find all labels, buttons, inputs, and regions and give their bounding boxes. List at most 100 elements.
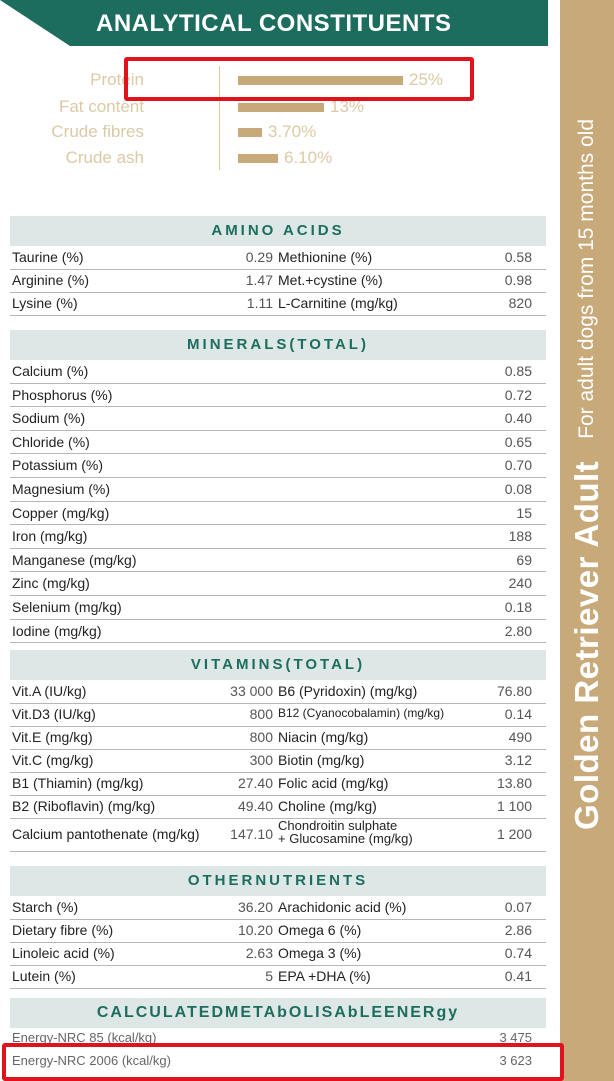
analytical-label: Crude ash <box>65 148 144 167</box>
table-row: Calcium (%) 0.85 <box>10 360 546 384</box>
row-label-right: B12 (Cyanocobalamin) (mg/kg) <box>278 706 445 720</box>
row-value-left: 147.10 <box>230 826 273 842</box>
table-row: Starch (%) 36.20 Arachidonic acid (%) 0.07 <box>10 896 546 920</box>
row-label-right: Arachidonic acid (%) <box>278 899 407 915</box>
energy-value: 3 475 <box>499 1030 532 1045</box>
row-value: 240 <box>508 575 532 592</box>
row-value-right: 0.98 <box>504 272 532 288</box>
row-label-right: EPA +DHA (%) <box>278 968 371 984</box>
other-nutrients-header: OTHERNUTRIENTS <box>10 866 546 896</box>
table-row: Arginine (%) 1.47 Met.+cystine (%) 0.98 <box>10 269 546 293</box>
table-row: Copper (mg/kg) 15 <box>10 502 546 526</box>
side-banner-text: Golden Retriever Adult For adult dogs fr… <box>560 0 614 830</box>
row-label-right: Met.+cystine (%) <box>278 272 383 288</box>
row-value: 0.08 <box>504 481 532 497</box>
row-label-right: Chondroitin sulphate + Glucosamine (mg/kg… <box>278 819 413 845</box>
row-label: Selenium (mg/kg) <box>12 599 122 615</box>
row-value-left: 5 <box>265 968 273 984</box>
row-value-left: 1.47 <box>245 272 273 288</box>
table-row: B1 (Thiamin) (mg/kg) 27.40 Folic acid (mg/… <box>10 772 546 796</box>
row-value-left: 36.20 <box>237 899 273 915</box>
row-label: Magnesium (%) <box>12 481 111 497</box>
row-label-left: Vit.C (mg/kg) <box>12 752 94 768</box>
row-label: Chloride (%) <box>12 433 90 450</box>
row-label-right: Methionine (%) <box>278 249 373 265</box>
side-banner: Golden Retriever Adult For adult dogs fr… <box>560 0 614 1081</box>
row-label: Manganese (mg/kg) <box>12 551 137 568</box>
table-row: Vit.C (mg/kg) 300 Biotin (mg/kg) 3.12 <box>10 749 546 773</box>
analytical-value: 3.70% <box>268 122 317 141</box>
energy-row: Energy-NRC 85 (kcal/kg) 3 475 <box>10 1030 546 1050</box>
row-value-right: 13.80 <box>496 775 532 791</box>
row-value-right: 0.07 <box>504 899 532 915</box>
row-value-left: 2.63 <box>245 945 273 961</box>
row-label-left: B2 (Riboflavin) (mg/kg) <box>12 798 156 814</box>
energy-label: Energy-NRC 2006 (kcal/kg) <box>12 1053 171 1068</box>
row-value: 0.72 <box>504 386 532 403</box>
energy-label: Energy-NRC 85 (kcal/kg) <box>12 1030 157 1045</box>
analytical-bar <box>238 76 403 85</box>
protein-highlight-box <box>124 57 474 101</box>
minerals-header: MINERALS(TOTAL) <box>10 330 546 360</box>
row-label-right: Folic acid (mg/kg) <box>278 775 389 791</box>
header-banner <box>0 0 548 46</box>
amino-acids-header: AMINO ACIDS <box>10 216 546 246</box>
row-label-left: Calcium pantothenate (mg/kg) <box>12 826 200 842</box>
row-label-right: L-Carnitine (mg/kg) <box>278 295 398 311</box>
row-label: Iodine (mg/kg) <box>12 622 102 639</box>
energy-header: CALCULATEDMETAbOLISAbLEENERgy <box>10 998 546 1028</box>
row-value-right: 2.86 <box>504 922 532 938</box>
row-value: 0.85 <box>504 363 532 379</box>
table-row: Chloride (%) 0.65 <box>10 431 546 455</box>
analytical-value: 25% <box>409 70 444 89</box>
row-value-left: 1.11 <box>246 295 273 311</box>
vitamins-header: VITAMINS(TOTAL) <box>10 650 546 680</box>
row-value-right: 1 200 <box>496 826 532 842</box>
row-value: 0.65 <box>504 433 532 450</box>
row-label-right: Omega 6 (%) <box>278 922 362 938</box>
row-value: 0.18 <box>504 599 532 615</box>
row-value: 188 <box>508 528 532 545</box>
product-name: Golden Retriever Adult <box>568 460 605 830</box>
row-label-right: Omega 3 (%) <box>278 945 362 961</box>
table-row: Dietary fibre (%) 10.20 Omega 6 (%) 2.86 <box>10 919 546 943</box>
analytical-label: Crude fibres <box>51 122 144 141</box>
table-row: Zinc (mg/kg) 240 <box>10 572 546 596</box>
table-row: Selenium (mg/kg) 0.18 <box>10 596 546 620</box>
row-label-right: Choline (mg/kg) <box>278 798 377 814</box>
row-label-right-line2: + Glucosamine (mg/kg) <box>278 831 413 846</box>
row-value-right: 0.58 <box>504 249 532 265</box>
energy-highlight-box <box>2 1043 564 1081</box>
energy-row: Energy-NRC 2006 (kcal/kg) 3 623 <box>10 1053 546 1073</box>
table-row: Linoleic acid (%) 2.63 Omega 3 (%) 0.74 <box>10 942 546 966</box>
row-label: Copper (mg/kg) <box>12 504 110 521</box>
row-label-left: B1 (Thiamin) (mg/kg) <box>12 775 144 791</box>
table-row: Vit.D3 (IU/kg) 800 B12 (Cyanocobalamin) (m… <box>10 703 546 727</box>
row-label-left: Arginine (%) <box>12 272 90 288</box>
row-value: 69 <box>516 551 532 568</box>
row-label-right-line1: Chondroitin sulphate <box>278 818 398 833</box>
table-row: B2 (Riboflavin) (mg/kg) 49.40 Choline (mg/… <box>10 795 546 819</box>
row-value-right: 1 100 <box>496 798 532 814</box>
table-row: Lysine (%) 1.11 L-Carnitine (mg/kg) 820 <box>10 292 546 316</box>
row-value-right: 820 <box>508 295 532 311</box>
row-value-right: 0.74 <box>504 945 532 961</box>
table-row: Taurine (%) 0.29 Methionine (%) 0.58 <box>10 246 546 270</box>
row-label-left: Starch (%) <box>12 899 79 915</box>
analytical-value: 6.10% <box>284 148 333 167</box>
energy-value: 3 623 <box>499 1053 532 1068</box>
analytical-row: Protein 25% <box>0 70 560 90</box>
row-label-right: Niacin (mg/kg) <box>278 729 369 745</box>
table-row: Sodium (%) 0.40 <box>10 407 546 431</box>
row-label-left: Vit.D3 (IU/kg) <box>12 706 96 722</box>
analytical-row: Crude ash 6.10% <box>0 148 560 168</box>
row-value-left: 0.29 <box>245 249 273 265</box>
row-label-left: Linoleic acid (%) <box>12 945 115 961</box>
row-value-left: 49.40 <box>237 798 273 814</box>
row-label-left: Lysine (%) <box>12 295 78 311</box>
table-row: Iodine (mg/kg) 2.80 <box>10 620 546 644</box>
row-value-left: 300 <box>249 752 273 768</box>
row-label-left: Vit.A (IU/kg) <box>12 683 87 699</box>
row-value-right: 490 <box>508 729 532 745</box>
table-row: Potassium (%) 0.70 <box>10 454 546 478</box>
